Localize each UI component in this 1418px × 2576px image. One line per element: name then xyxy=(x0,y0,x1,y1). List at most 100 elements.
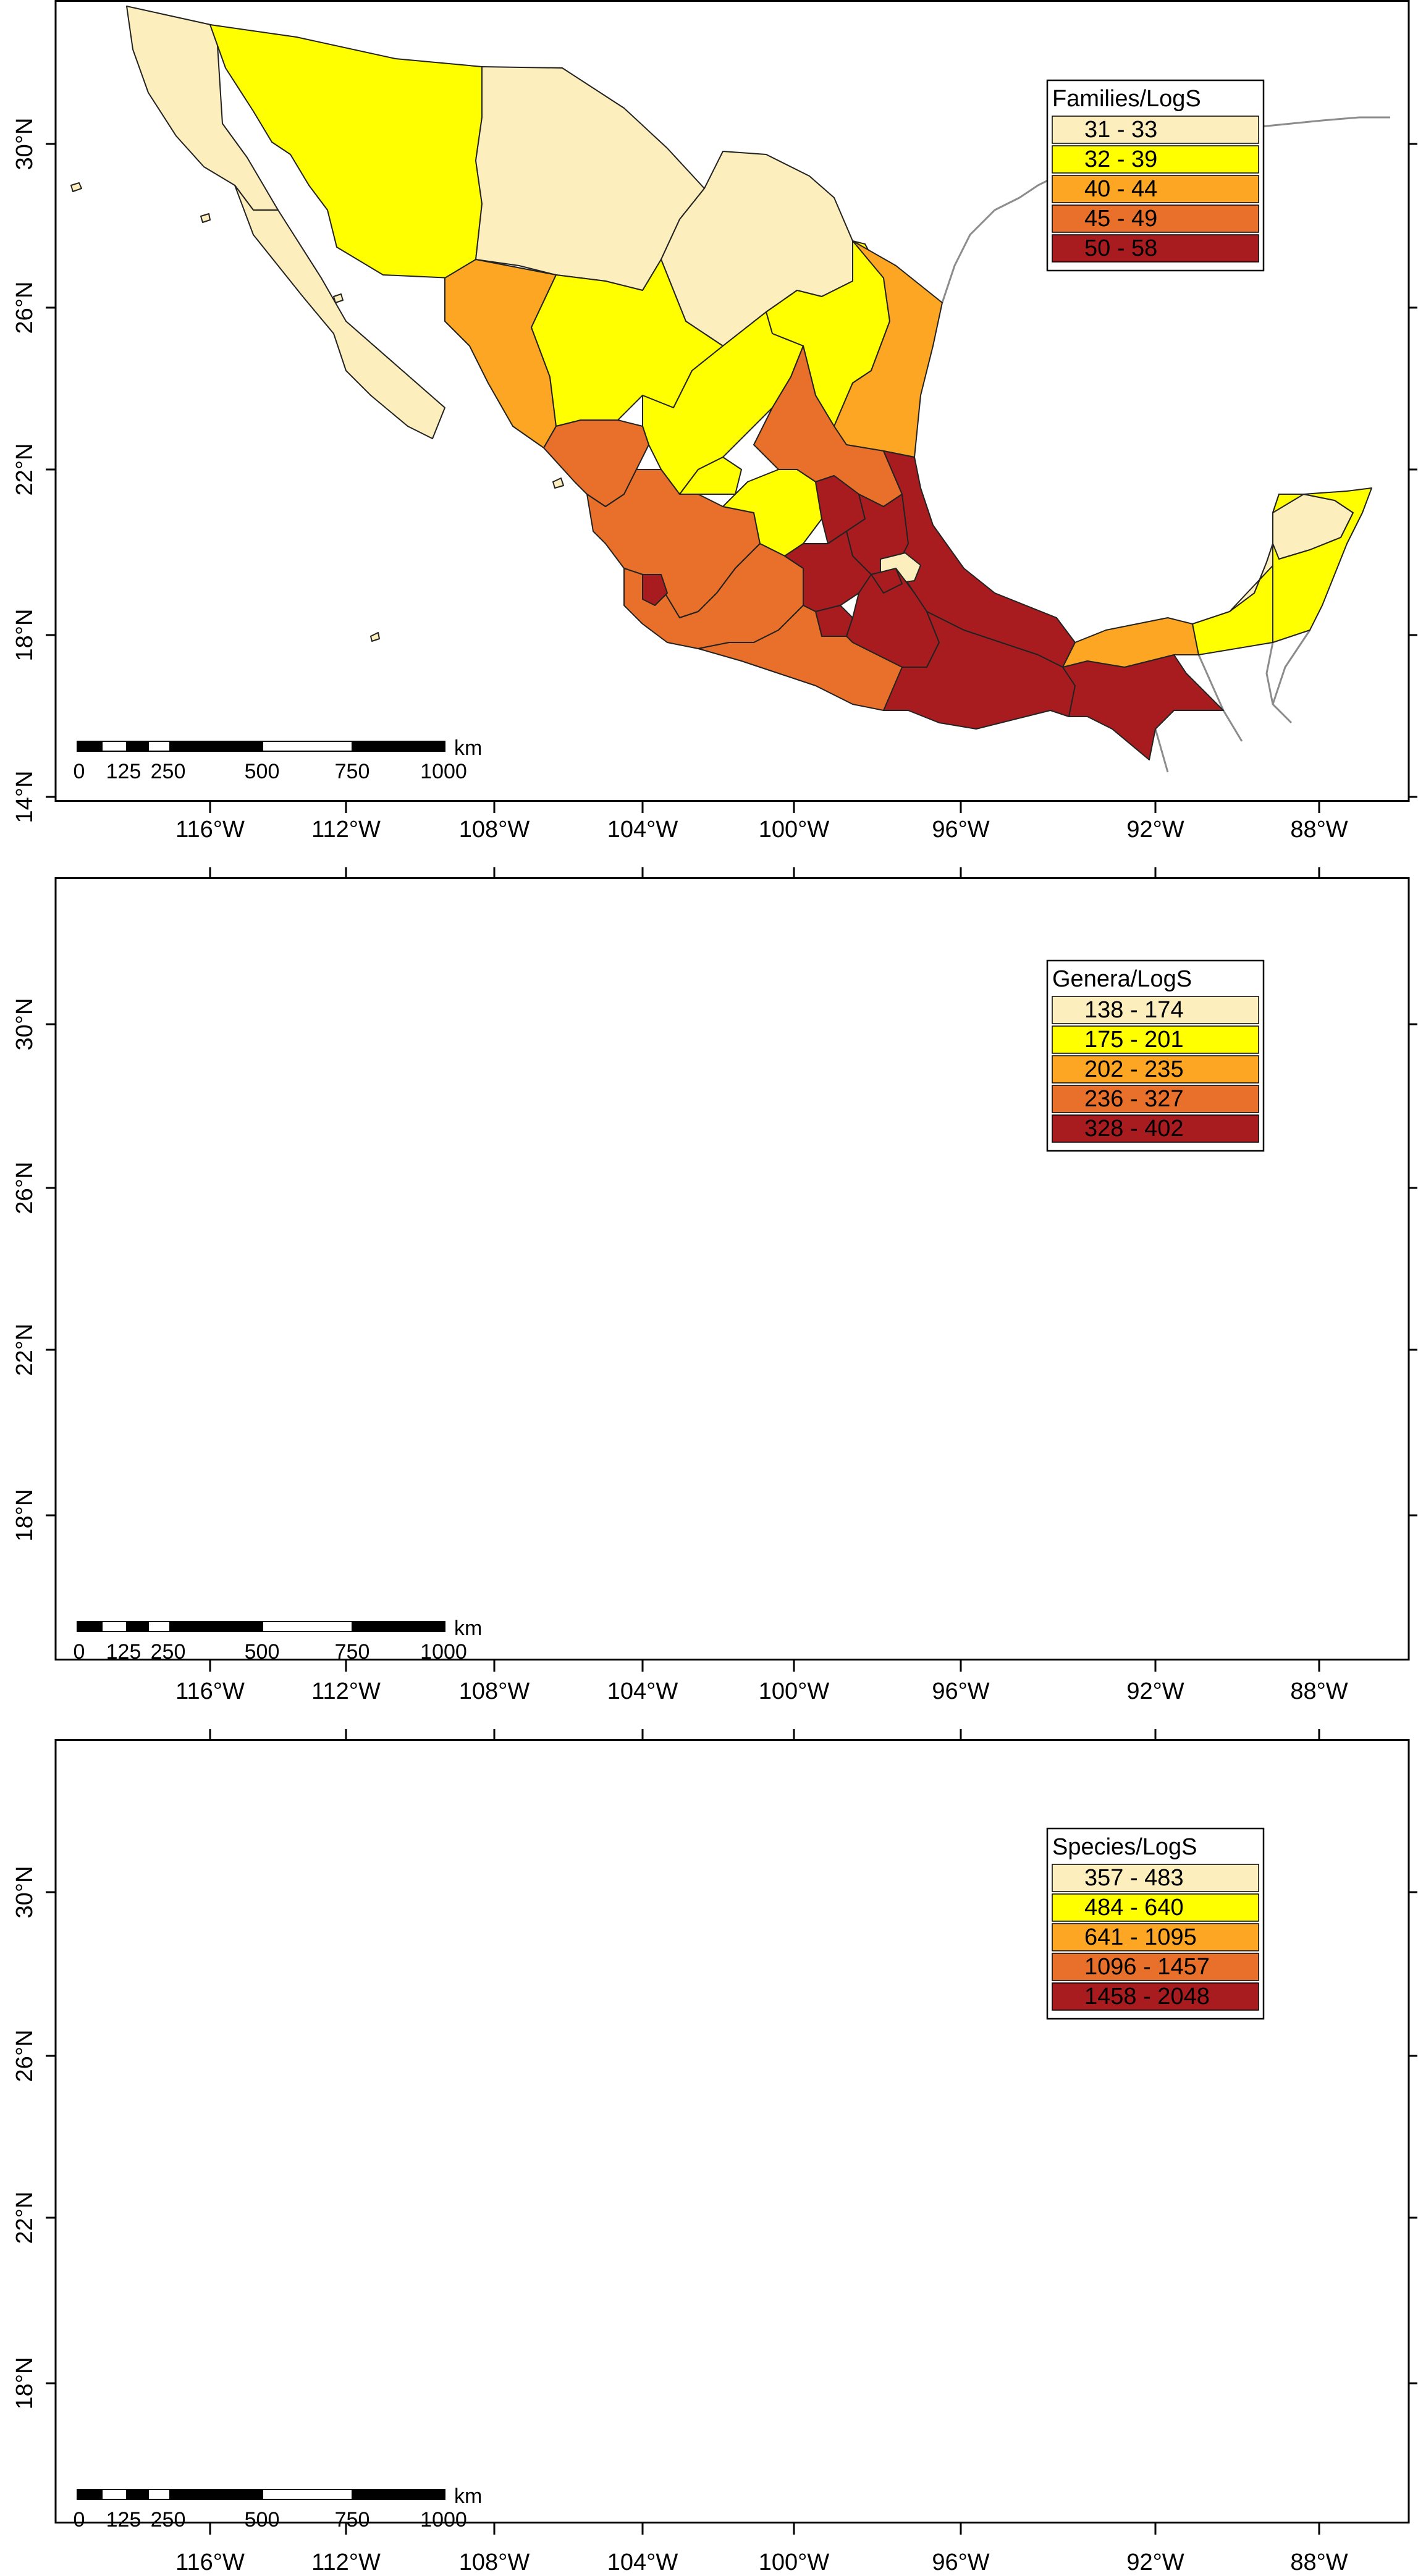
legend-label: 202 - 235 xyxy=(1084,1056,1184,1082)
axis-ticks: 116°W 112°W 108°W 104°W 100°W 96°W 92°W 88°W 18°… xyxy=(12,1729,1417,2575)
region-colima xyxy=(642,574,668,606)
scale-bar-label: 1000 xyxy=(420,1640,467,1664)
scale-bar-label: 250 xyxy=(151,760,186,783)
lat-label: 14°N xyxy=(12,771,38,823)
lon-label: 116°W xyxy=(175,817,245,843)
legend-swatch xyxy=(1052,116,1259,144)
scale-bar-label: 0 xyxy=(74,1640,85,1664)
lon-label: 96°W xyxy=(932,817,989,843)
scale-bar-segment xyxy=(262,1621,353,1632)
lon-label: 112°W xyxy=(311,2549,381,2575)
legend: Species/LogS 357 - 483 484 - 640 641 - 1095… xyxy=(1046,1827,1265,2020)
lon-label: 104°W xyxy=(607,2549,678,2575)
legend-swatch xyxy=(1052,145,1259,174)
scale-bar-segment xyxy=(148,741,171,752)
scale-bar-segment xyxy=(101,741,127,752)
lon-label: 92°W xyxy=(1126,817,1184,843)
scale-bar-segment xyxy=(352,1621,445,1632)
axis-ticks: 116°W 112°W 108°W 104°W 100°W 96°W 92°W 88°W 18°… xyxy=(12,867,1417,1704)
lat-label: 26°N xyxy=(12,2030,38,2082)
legend-label: 1458 - 2048 xyxy=(1084,1984,1210,2010)
neighbor-boundary xyxy=(1272,629,1311,705)
neighbor-boundary xyxy=(1265,642,1293,724)
legend-label: 1096 - 1457 xyxy=(1084,1954,1210,1980)
lat-label: 18°N xyxy=(12,2357,38,2410)
region-baja-south xyxy=(234,185,445,439)
scale-bar-segment xyxy=(77,2489,103,2500)
lat-label: 18°N xyxy=(12,609,38,662)
lon-label: 96°W xyxy=(932,1678,989,1704)
scale-bar-segment xyxy=(169,2489,263,2500)
region-nayarit xyxy=(543,419,649,507)
scale-bar-segment xyxy=(352,2489,445,2500)
region-sonora xyxy=(209,24,483,279)
axis-ticks: 116°W 112°W 108°W 104°W 100°W 96°W 92°W 88°W 14°… xyxy=(12,118,1417,843)
scale-bar-label: 1000 xyxy=(420,2508,467,2532)
map-content xyxy=(70,6,1390,773)
scale-bar-segment xyxy=(148,1621,171,1632)
lat-label: 26°N xyxy=(12,282,38,334)
scale-bar-segment xyxy=(262,2489,353,2500)
scale-bar-label: 0 xyxy=(74,2508,85,2532)
scale-bar-label: 250 xyxy=(151,1640,186,1664)
lat-label: 30°N xyxy=(12,118,38,170)
legend-swatch xyxy=(1052,1025,1259,1054)
legend: Genera/LogS 138 - 174 175 - 201 202 - 235 23… xyxy=(1046,959,1265,1152)
lon-label: 116°W xyxy=(175,1678,245,1704)
island xyxy=(333,293,344,303)
legend-label: 328 - 402 xyxy=(1084,1116,1184,1142)
legend-label: 50 - 58 xyxy=(1084,235,1157,261)
legend-swatch xyxy=(1052,1114,1259,1143)
lon-label: 108°W xyxy=(459,1678,530,1704)
scale-bar-label: 750 xyxy=(335,2508,370,2532)
scale-bar-segment xyxy=(101,2489,127,2500)
legend-label: 32 - 39 xyxy=(1084,146,1157,172)
legend-swatch xyxy=(1052,1085,1259,1113)
legend-label: 175 - 201 xyxy=(1084,1027,1184,1053)
scale-bar-label: 500 xyxy=(245,2508,280,2532)
region-aguascalientes xyxy=(679,457,742,495)
legend-swatch xyxy=(1052,1893,1259,1922)
legend-swatch xyxy=(1052,234,1259,263)
lon-label: 108°W xyxy=(459,817,530,843)
lon-label: 108°W xyxy=(459,2549,530,2575)
legend-label: 484 - 640 xyxy=(1084,1895,1184,1921)
scale-bar-segment xyxy=(126,2489,149,2500)
legend-label: 40 - 44 xyxy=(1084,176,1157,202)
lat-label: 30°N xyxy=(12,1866,38,1919)
island xyxy=(370,632,380,642)
lat-label: 22°N xyxy=(12,2192,38,2244)
legend-title: Species/LogS xyxy=(1052,1834,1197,1860)
region-guerrero xyxy=(698,605,903,711)
scale-bar-segment xyxy=(126,1621,149,1632)
scale-bar-segment xyxy=(101,1621,127,1632)
lon-label: 88°W xyxy=(1290,817,1348,843)
scale-bar-label: 750 xyxy=(335,760,370,783)
scale-bar-segment xyxy=(77,1621,103,1632)
scale-bar-label: 500 xyxy=(245,760,280,783)
lat-label: 26°N xyxy=(12,1162,38,1214)
lon-label: 100°W xyxy=(759,2549,830,2575)
legend-swatch xyxy=(1052,996,1259,1024)
scale-bar-label: 250 xyxy=(151,2508,186,2532)
legend-label: 236 - 327 xyxy=(1084,1086,1184,1112)
lon-label: 116°W xyxy=(175,2549,245,2575)
scale-bar-segment xyxy=(169,1621,263,1632)
legend-swatch xyxy=(1052,1982,1259,2011)
scale-bar-label: 125 xyxy=(106,760,141,783)
lon-label: 112°W xyxy=(311,817,381,843)
scale-bar-unit: km xyxy=(454,1617,482,1640)
lon-label: 112°W xyxy=(311,1678,381,1704)
lon-label: 100°W xyxy=(759,817,830,843)
legend-title: Families/LogS xyxy=(1052,86,1201,112)
scale-bar-segment xyxy=(262,741,353,752)
scale-bar-segment xyxy=(77,741,103,752)
legend-label: 31 - 33 xyxy=(1084,117,1157,143)
lat-label: 22°N xyxy=(12,1324,38,1376)
region-quintana-roo xyxy=(1272,487,1372,643)
scale-bar-label: 125 xyxy=(106,1640,141,1664)
